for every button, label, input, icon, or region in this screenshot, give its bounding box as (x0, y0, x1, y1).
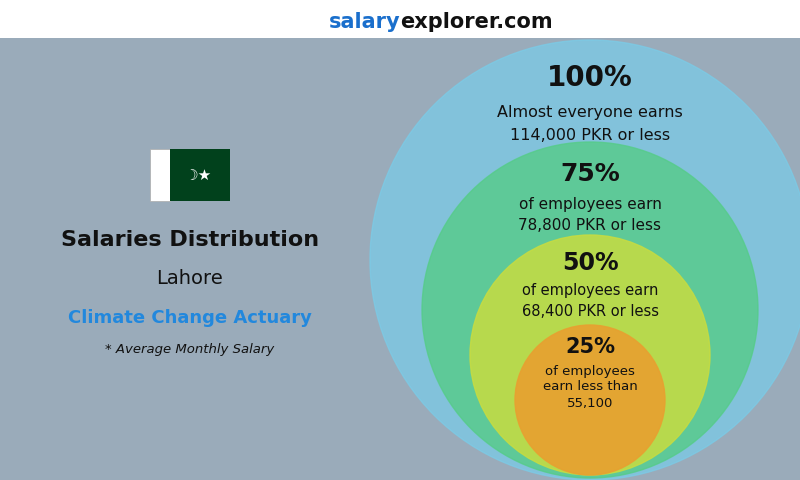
Text: * Average Monthly Salary: * Average Monthly Salary (106, 344, 274, 357)
Text: of employees earn: of employees earn (522, 284, 658, 299)
Text: 55,100: 55,100 (567, 396, 613, 409)
Text: 25%: 25% (565, 337, 615, 357)
Text: Climate Change Actuary: Climate Change Actuary (68, 309, 312, 327)
Text: 68,400 PKR or less: 68,400 PKR or less (522, 303, 658, 319)
Text: salary: salary (328, 12, 400, 32)
Text: earn less than: earn less than (542, 381, 638, 394)
Text: Lahore: Lahore (157, 268, 223, 288)
Circle shape (515, 325, 665, 475)
Bar (170, 149, 230, 201)
Text: ☽★: ☽★ (184, 168, 212, 182)
Circle shape (422, 142, 758, 478)
Text: 114,000 PKR or less: 114,000 PKR or less (510, 129, 670, 144)
Text: Salaries Distribution: Salaries Distribution (61, 230, 319, 250)
Text: Almost everyone earns: Almost everyone earns (497, 105, 683, 120)
Bar (0, 0, 800, 38)
Text: of employees: of employees (545, 364, 635, 377)
Text: 75%: 75% (560, 162, 620, 186)
Text: 78,800 PKR or less: 78,800 PKR or less (518, 218, 662, 233)
Circle shape (470, 235, 710, 475)
Text: 100%: 100% (547, 64, 633, 92)
Bar (150, 149, 170, 201)
Text: explorer.com: explorer.com (400, 12, 553, 32)
Circle shape (370, 40, 800, 480)
Text: 50%: 50% (562, 251, 618, 275)
Text: of employees earn: of employees earn (518, 196, 662, 212)
